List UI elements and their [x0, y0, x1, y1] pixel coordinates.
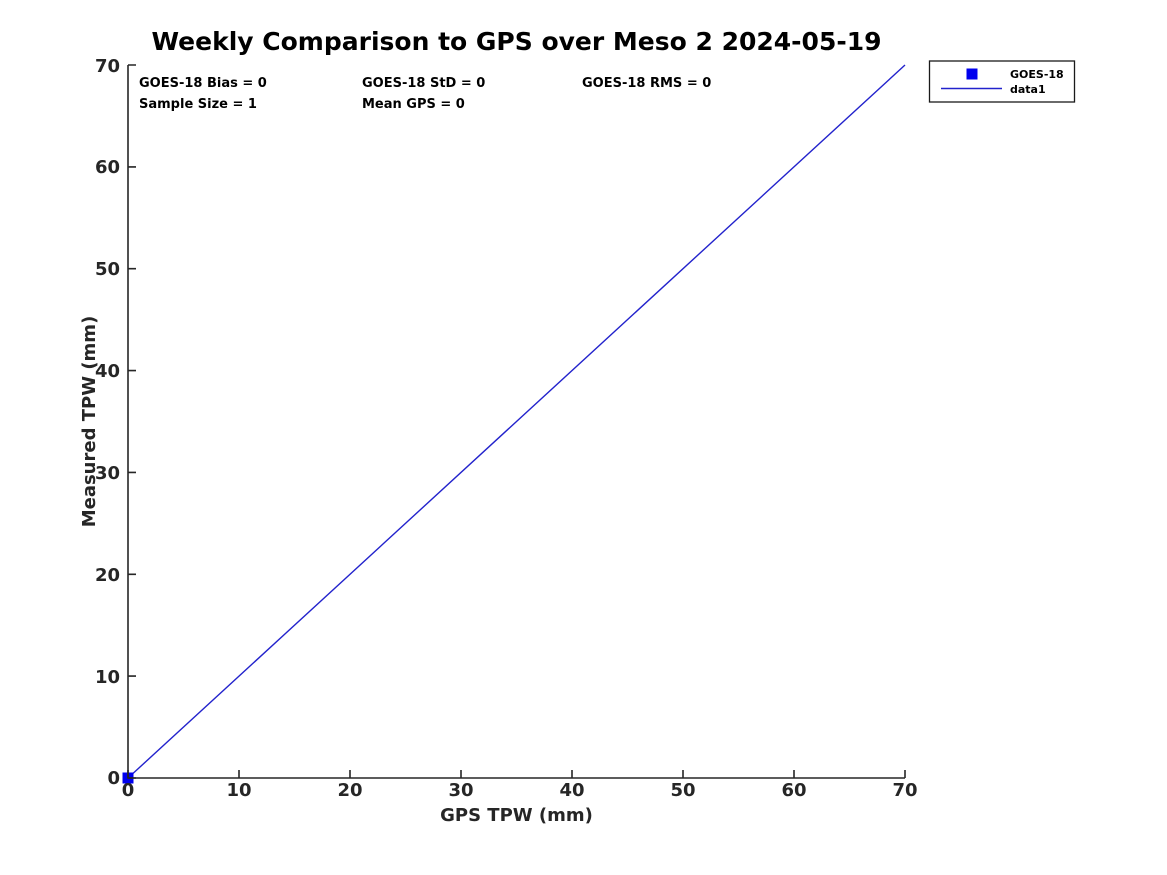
annotation-rms: GOES-18 RMS = 0 [582, 76, 711, 91]
y-tick-marks [128, 64, 136, 779]
legend-box [928, 60, 1076, 103]
x-tick-labels: 0 10 20 30 40 50 60 70 [122, 780, 918, 801]
x-tick-marks [127, 770, 906, 778]
y-tick-label: 10 [95, 667, 120, 688]
x-tick-label: 70 [892, 780, 917, 801]
legend-label-data1: data1 [1010, 83, 1046, 96]
y-tick-label: 60 [95, 157, 120, 178]
y-tick-labels: 0 10 20 30 40 50 60 70 [95, 56, 120, 789]
x-tick-label: 10 [226, 780, 251, 801]
x-tick-label: 0 [122, 780, 135, 801]
y-tick-label: 70 [95, 56, 120, 77]
annotation-bias: GOES-18 Bias = 0 [139, 76, 267, 91]
x-tick-label: 30 [448, 780, 473, 801]
x-axis-label: GPS TPW (mm) [440, 805, 593, 826]
chart-title: Weekly Comparison to GPS over Meso 2 202… [151, 27, 881, 56]
y-tick-label: 40 [95, 361, 120, 382]
x-tick-label: 40 [559, 780, 584, 801]
y-tick-label: 50 [95, 259, 120, 280]
legend-label-goes18: GOES-18 [1010, 68, 1064, 81]
y-tick-label: 0 [107, 768, 120, 789]
y-axis-label: Measured TPW (mm) [79, 316, 100, 528]
x-tick-label: 60 [781, 780, 806, 801]
data1-line [127, 64, 906, 779]
legend-square-marker-icon [966, 68, 978, 80]
legend: GOES-18 data1 [928, 60, 1076, 103]
annotation-mean-gps: Mean GPS = 0 [362, 97, 465, 112]
y-tick-label: 30 [95, 463, 120, 484]
annotation-sample-size: Sample Size = 1 [139, 97, 257, 112]
y-tick-label: 20 [95, 565, 120, 586]
stats-annotations: GOES-18 Bias = 0 GOES-18 StD = 0 GOES-18… [139, 76, 711, 112]
x-tick-label: 50 [670, 780, 695, 801]
annotation-std: GOES-18 StD = 0 [362, 76, 485, 91]
x-tick-label: 20 [337, 780, 362, 801]
